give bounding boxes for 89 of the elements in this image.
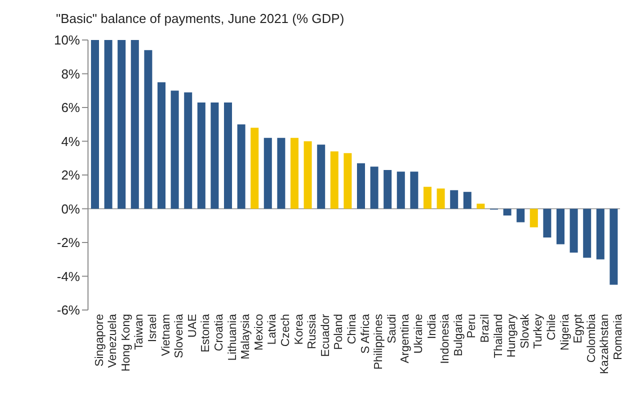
x-tick-label: Singapore [94,314,106,366]
bar [210,102,219,209]
x-tick-label: Indonesia [440,313,452,364]
x-tick-label: Hong Kong [120,314,132,372]
x-tick-label: Peru [466,314,478,338]
x-tick-label: China [346,313,359,344]
bar [118,40,126,209]
x-tick-label: Hungary [506,314,518,358]
bar [158,82,166,209]
bar [250,128,259,209]
x-tick-label: Colombia [586,313,598,363]
x-tick-label: Czech [280,314,292,347]
x-tick-label: Malaysia [240,313,252,360]
bar [317,144,326,209]
bar [476,204,485,209]
bar [410,172,418,209]
bar [556,208,564,244]
bar [450,190,458,209]
bar [530,208,538,228]
x-tick-label: Philippines [373,314,386,370]
bar [436,188,445,209]
bar [330,151,338,209]
bar [304,141,312,209]
x-tick-label: Israel [147,314,160,342]
y-tick-label: 6% [61,100,80,116]
x-tick-label: Argentina [400,313,412,364]
x-tick-label: Lithuania [226,313,239,361]
x-tick-label: Ecuador [320,314,332,357]
bar [463,192,472,209]
x-tick-label: Croatia [214,313,226,352]
bar [370,166,378,209]
bar [104,40,112,209]
bar [170,90,179,209]
x-tick-label: Bulgaria [452,313,465,356]
bar [396,172,405,209]
x-tick-label: Slovak [519,314,532,349]
x-tick-label: Chile [546,314,558,340]
bar [290,138,298,209]
x-tick-label: Brazil [480,314,492,343]
bar [277,138,286,209]
bar [184,92,192,209]
bar [610,208,618,285]
bar [596,208,604,260]
x-tick-label: India [426,313,438,339]
x-tick-label: Nigeria [559,313,572,350]
bar [384,170,392,209]
bar [130,40,139,209]
bar [424,186,432,209]
x-tick-label: Vietnam [160,314,172,356]
y-tick-label: 10% [54,32,80,48]
bar [224,102,232,209]
y-tick-label: 4% [61,134,80,149]
x-tick-label: Mexico [253,314,266,350]
bar [570,208,578,253]
x-tick-label: Ukraine [413,314,426,354]
x-tick-label: Taiwan [134,314,146,350]
bar [264,138,272,209]
x-tick-label: Russia [306,313,319,350]
bar [503,208,512,216]
bar [344,153,352,209]
x-tick-label: Poland [333,314,346,350]
bar [357,163,365,209]
bar [237,124,246,209]
bar [197,102,206,209]
y-tick-label: -2% [56,235,80,250]
x-tick-label: Latvia [266,313,279,345]
y-tick-label: -6% [56,302,80,318]
bar [583,208,592,258]
bar [91,40,99,209]
y-tick-label: 0% [61,201,80,216]
x-tick-label: Turkey [532,314,545,349]
y-tick-label: -4% [56,268,80,284]
x-tick-label: Estonia [200,313,212,352]
x-tick-label: Slovenia [174,313,186,358]
bar [543,208,552,238]
x-tick-label: Romania [612,313,625,360]
x-tick-label: Kazakhstan [599,314,612,374]
x-tick-label: Egypt [572,313,585,344]
bar [516,208,525,222]
y-tick-label: 8% [61,66,80,82]
y-tick-label: 2% [61,168,80,183]
x-tick-label: Korea [293,313,306,345]
x-tick-label: UAE [186,314,199,338]
chart-title: "Basic" balance of payments, June 2021 (% GDP) [56,10,346,28]
bar [144,50,152,209]
x-tick-label: S Africa [360,313,372,354]
x-tick-label: Saudi [386,314,398,344]
x-tick-label: Venezuela [107,313,120,368]
x-tick-label: Thailand [492,314,505,358]
